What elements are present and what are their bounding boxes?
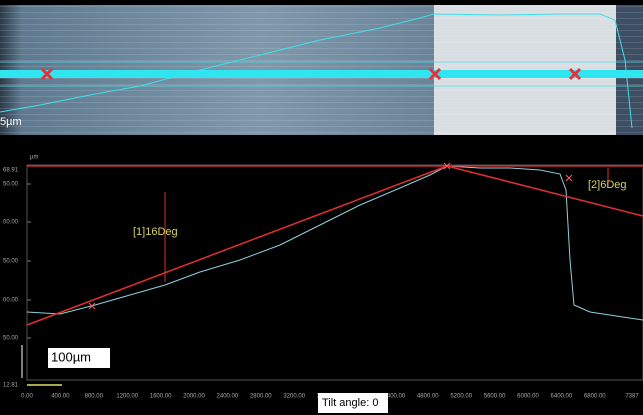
x-tick-label: 2400.00 [217,394,239,400]
y-tick-label: 68.91 [3,168,19,174]
scale-bar-label: 100µm [51,349,91,364]
scan-band [0,70,643,78]
x-tick-label: 5600.00 [484,394,506,400]
x-tick-label: 6000.00 [517,394,539,400]
unit-label: µm [30,155,38,161]
tilt-label: Tilt angle: 0 [322,397,378,409]
x-tick-label: 4800.00 [417,394,439,400]
scale-label: 5µm [0,116,22,128]
microscope-image: 5µm [0,5,643,135]
x-tick-label: 6400.00 [551,394,573,400]
y-tick-label: 12.81 [3,383,19,389]
x-tick-label: 7387 [625,394,639,400]
y-tick-label: 00.00 [3,298,19,304]
annotation: [1]16Deg [133,226,178,238]
x-tick-label: 400.00 [51,394,70,400]
annotation: [2]6Deg [588,179,627,191]
x-tick-label: 2800.00 [250,394,272,400]
x-tick-label: 2000.00 [183,394,205,400]
x-tick-label: 3200.00 [283,394,305,400]
x-tick-label: 6800.00 [584,394,606,400]
x-tick-label: 0.00 [21,394,33,400]
y-tick-label: 50.00 [3,259,19,265]
x-tick-label: 800.00 [85,394,104,400]
x-tick-label: 1200.00 [116,394,138,400]
x-tick-label: 1600.00 [150,394,172,400]
y-tick-label: 50.00 [3,336,19,342]
y-tick-label: 00.00 [3,220,19,226]
screen: 5µm µm 68.91 50.00 00.00 50.00 00.00 50.00 12.… [0,0,643,415]
x-tick-label: 5200.00 [450,394,472,400]
y-tick-label: 50.00 [3,182,19,188]
